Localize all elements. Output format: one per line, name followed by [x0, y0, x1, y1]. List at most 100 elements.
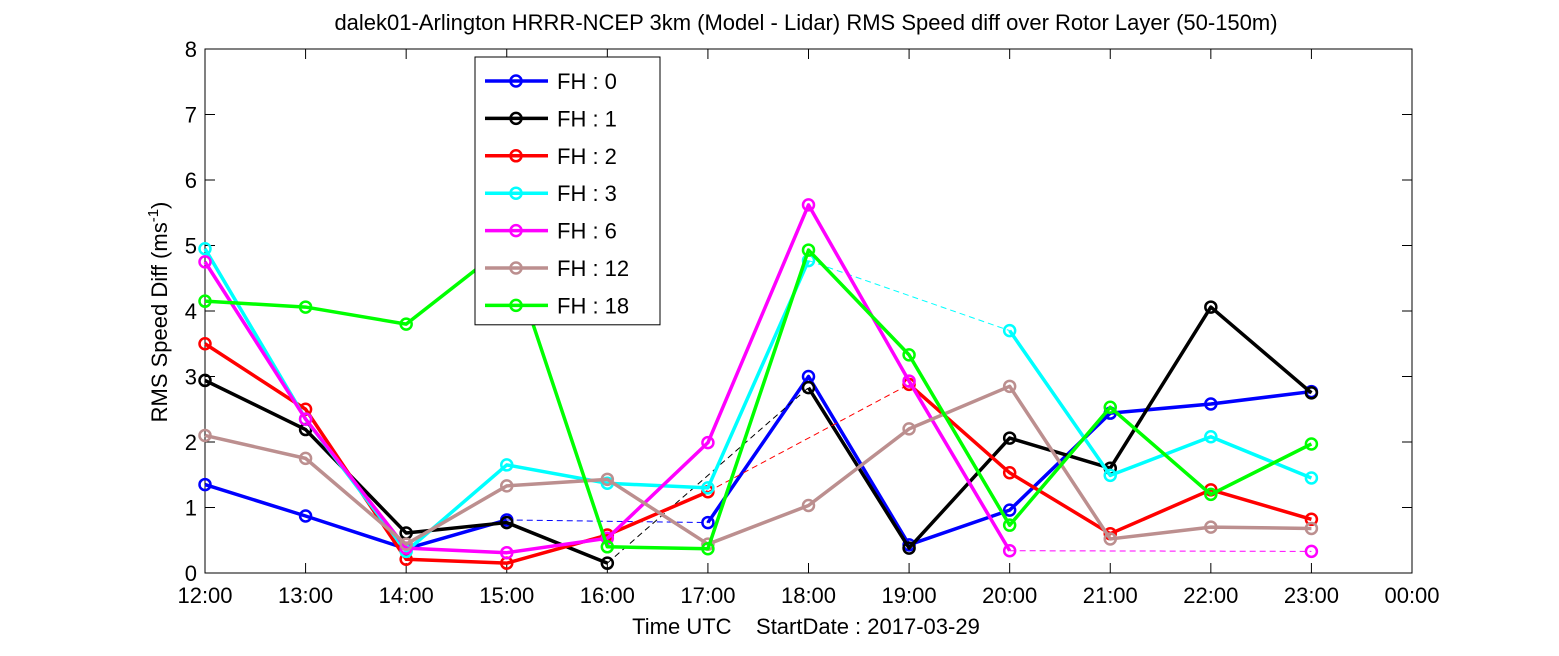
y-tick-label: 5 — [185, 234, 197, 259]
data-point — [298, 412, 313, 426]
x-tick-label: 18:00 — [781, 583, 836, 608]
legend-label: FH : 18 — [557, 293, 629, 318]
legend-marker — [509, 186, 523, 200]
series-line — [204, 342, 709, 565]
data-point — [298, 451, 313, 466]
y-axis-label-sup: -1 — [145, 209, 162, 222]
legend-label: FH : 2 — [557, 144, 617, 169]
data-point — [198, 477, 212, 492]
legend: FH : 0 FH : 1 FH : 2 FH : 3 FH : 6 FH : 12 FH … — [474, 56, 661, 326]
data-point — [198, 242, 212, 256]
data-point — [198, 255, 212, 269]
plot-frame — [204, 48, 1413, 574]
series-gap-line — [808, 260, 1010, 332]
y-tick-label: 8 — [185, 37, 197, 62]
data-point — [801, 243, 816, 257]
x-tick-label: 14:00 — [379, 583, 434, 608]
x-tick-label: 00:00 — [1384, 583, 1439, 608]
data-point — [701, 515, 715, 530]
data-point — [1002, 323, 1017, 338]
axes: 12:00 13:00 14:00 15:00 16:00 17:00 18:00 19:00… — [177, 37, 1439, 608]
data-point — [198, 337, 212, 351]
x-tick-label: 16:00 — [580, 583, 635, 608]
data-point — [1204, 397, 1218, 411]
data-point — [801, 498, 816, 513]
x-tick-label: 21:00 — [1083, 583, 1138, 608]
chart-title: dalek01-Arlington HRRR-NCEP 3km (Model -… — [334, 10, 1277, 35]
data-point — [298, 300, 313, 314]
series-1 — [198, 300, 1319, 570]
x-tick-label: 13:00 — [278, 583, 333, 608]
series-gap-line — [506, 519, 708, 524]
data-point — [500, 458, 514, 472]
data-point — [902, 422, 916, 436]
y-tick-label: 0 — [185, 561, 197, 586]
series-gap-line — [1009, 550, 1312, 552]
series-layer — [198, 198, 1319, 570]
series-gap-line — [607, 387, 809, 564]
y-tick-label: 6 — [185, 168, 197, 193]
series-line — [204, 378, 608, 565]
series-line — [204, 482, 508, 551]
data-point — [1002, 466, 1017, 480]
data-point — [1002, 379, 1017, 394]
data-point — [1103, 468, 1117, 483]
legend-entry: FH : 2 — [485, 144, 617, 169]
data-point — [198, 294, 212, 308]
plot-area — [204, 48, 1413, 574]
data-point — [1103, 532, 1117, 546]
data-point — [1304, 471, 1319, 485]
y-tick-label: 4 — [185, 299, 197, 324]
y-tick-label: 7 — [185, 103, 197, 128]
data-point — [801, 380, 816, 395]
legend-entry: FH : 1 — [485, 106, 617, 131]
data-point — [600, 472, 615, 487]
data-point — [1304, 386, 1319, 400]
data-point — [1304, 544, 1319, 559]
legend-marker — [509, 149, 523, 163]
data-point — [198, 373, 212, 388]
legend-entry: FH : 12 — [485, 256, 629, 281]
data-point — [1304, 437, 1319, 451]
legend-label: FH : 0 — [557, 69, 617, 94]
y-axis-label: RMS Speed Diff (ms-1) — [145, 202, 172, 423]
y-axis-label-main: RMS Speed Diff (ms — [147, 222, 172, 422]
data-point — [902, 541, 916, 555]
legend-label: FH : 12 — [557, 256, 629, 281]
legend-entry: FH : 0 — [485, 69, 617, 94]
data-point — [801, 198, 816, 212]
series-line — [1008, 329, 1313, 480]
data-point — [902, 374, 916, 388]
series-line — [807, 305, 1313, 550]
legend-label: FH : 3 — [557, 181, 617, 206]
x-tick-label: 17:00 — [680, 583, 735, 608]
series-6 — [198, 238, 1319, 556]
legend-entry: FH : 18 — [485, 293, 629, 318]
series-gap-line — [707, 383, 910, 493]
data-point — [1304, 521, 1319, 536]
series-line — [204, 243, 1313, 551]
data-point — [1002, 543, 1017, 558]
data-point — [198, 428, 212, 443]
data-point — [1204, 430, 1218, 444]
x-tick-label: 19:00 — [882, 583, 937, 608]
data-point — [701, 435, 715, 450]
x-tick-label: 12:00 — [177, 583, 232, 608]
legend-label: FH : 1 — [557, 106, 617, 131]
series-line — [204, 384, 1312, 546]
data-point — [600, 556, 615, 570]
series-line — [706, 374, 1312, 547]
x-axis-label: Time UTC StartDate : 2017-03-29 — [632, 614, 980, 639]
y-axis-label-close: ) — [147, 202, 172, 209]
legend-entry: FH : 6 — [485, 219, 617, 244]
x-tick-label: 15:00 — [479, 583, 534, 608]
data-point — [500, 479, 514, 493]
data-point — [500, 515, 514, 530]
data-point — [500, 545, 514, 560]
data-point — [600, 540, 615, 554]
legend-entry: FH : 3 — [485, 181, 617, 206]
data-point — [1304, 512, 1319, 527]
legend-marker — [509, 111, 523, 126]
legend-marker — [509, 298, 523, 313]
